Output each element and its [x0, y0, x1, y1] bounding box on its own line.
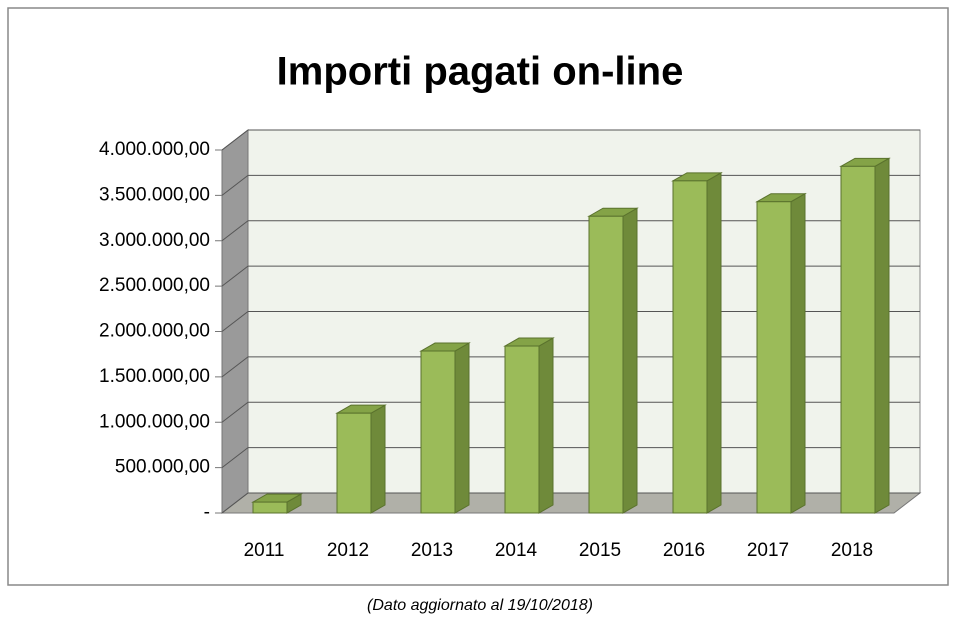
y-tick-label: - — [204, 502, 210, 523]
y-tick-label: 3.500.000,00 — [99, 184, 210, 205]
grid-line — [221, 220, 249, 242]
x-tick-label: 2014 — [495, 540, 538, 561]
y-tick-label: 500.000,00 — [115, 457, 210, 478]
bar-side — [454, 342, 470, 514]
bar — [588, 215, 624, 514]
x-tick-label: 2015 — [579, 540, 621, 561]
x-tick-label: 2012 — [327, 540, 369, 561]
y-tick-label: 4.000.000,00 — [99, 139, 210, 160]
grid-line — [221, 401, 249, 423]
x-tick-label: 2013 — [411, 540, 453, 561]
bar-side — [622, 207, 638, 514]
grid-line — [221, 447, 249, 469]
bar — [420, 350, 456, 514]
y-tick-label: 3.000.000,00 — [99, 230, 210, 251]
y-tick-label: 1.000.000,00 — [99, 411, 210, 432]
bar-side — [706, 171, 722, 514]
bar — [504, 345, 540, 514]
x-tick-label: 2018 — [831, 540, 873, 561]
bar — [252, 501, 288, 514]
bar-side — [790, 192, 806, 514]
grid-line — [221, 265, 249, 287]
bar — [672, 180, 708, 514]
x-tick-label: 2011 — [244, 540, 285, 561]
grid-line — [221, 356, 249, 378]
bar — [336, 412, 372, 514]
grid-line — [221, 311, 249, 332]
grid-line — [221, 492, 249, 514]
bar — [840, 165, 876, 514]
bar-side — [874, 157, 890, 514]
annotation: (Dato aggiornato al 19/10/2018) — [367, 597, 593, 614]
x-tick-label: 2016 — [663, 540, 705, 561]
grid-line — [221, 174, 249, 196]
grid-line — [221, 129, 249, 151]
x-tick-label: 2017 — [747, 540, 789, 561]
bar-side — [370, 404, 386, 514]
y-tick-label: 1.500.000,00 — [99, 366, 210, 387]
floor — [220, 492, 922, 514]
chart-title: Importi pagati on-line — [277, 50, 684, 94]
bar — [756, 201, 792, 514]
y-tick-label: 2.500.000,00 — [99, 275, 210, 296]
y-tick-label: 2.000.000,00 — [99, 321, 210, 342]
bar-side — [538, 337, 554, 514]
